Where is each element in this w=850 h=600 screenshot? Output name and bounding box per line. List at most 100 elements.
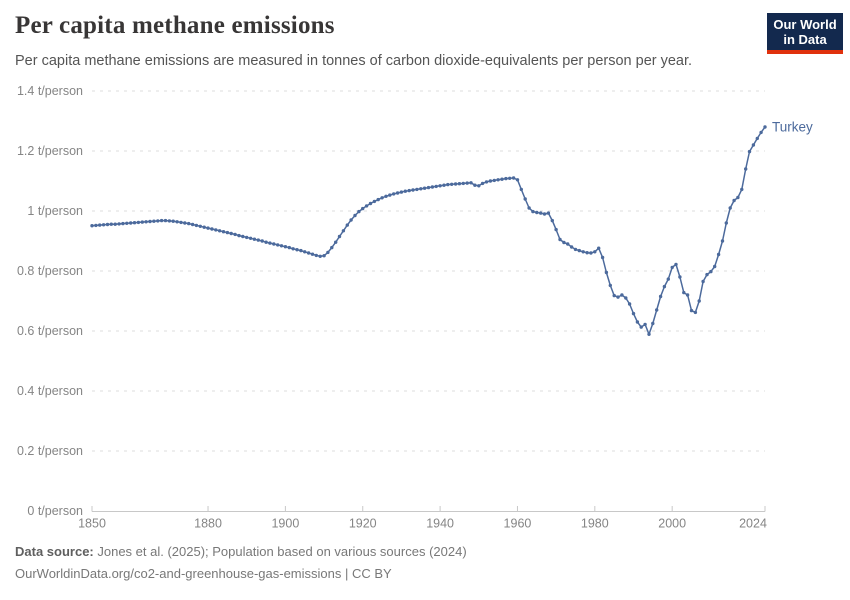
data-point-marker [376, 197, 380, 202]
data-point-marker [685, 293, 690, 297]
data-point-marker [624, 296, 628, 300]
data-point-marker [597, 246, 601, 250]
data-point-marker [585, 251, 589, 255]
data-point-marker [755, 136, 759, 141]
data-point-marker [101, 223, 106, 227]
data-point-marker [666, 277, 670, 281]
data-point-marker [167, 219, 172, 223]
data-point-marker [194, 223, 199, 228]
data-point-marker [508, 176, 512, 180]
data-point-marker [511, 176, 516, 180]
data-point-marker [608, 283, 612, 288]
data-point-marker [190, 222, 195, 227]
data-point-marker [558, 237, 562, 242]
data-point-marker [415, 187, 419, 192]
data-point-marker [109, 222, 114, 226]
data-point-marker [678, 275, 682, 279]
data-point-marker [620, 293, 624, 297]
data-point-marker [453, 182, 458, 186]
data-point-marker [631, 311, 636, 316]
data-point-marker [751, 143, 756, 147]
data-point-marker [384, 194, 388, 198]
data-point-marker [206, 226, 210, 230]
data-point-marker [736, 195, 740, 200]
owid-logo-line2: in Data [783, 32, 827, 47]
data-point-marker [341, 229, 346, 233]
data-point-marker [248, 236, 253, 240]
data-point-marker [430, 185, 435, 189]
owid-logo-line1: Our World [773, 17, 837, 32]
data-point-marker [272, 242, 276, 246]
data-point-marker [252, 237, 257, 241]
data-point-marker [604, 270, 609, 275]
data-point-marker [129, 221, 133, 225]
chart-footer: Data source: Jones et al. (2025); Popula… [15, 541, 467, 585]
data-point-marker [643, 322, 647, 327]
y-axis-tick-label: 0.8 t/person [17, 264, 83, 278]
data-point-marker [156, 219, 160, 223]
data-point-marker [651, 321, 655, 326]
data-source-line: Data source: Jones et al. (2025); Popula… [15, 544, 467, 559]
data-point-marker [639, 325, 643, 329]
data-point-marker [159, 218, 164, 223]
data-point-marker [705, 272, 709, 277]
data-point-marker [713, 264, 717, 269]
data-point-marker [465, 181, 469, 185]
data-point-marker [326, 250, 330, 255]
data-point-marker [368, 201, 373, 206]
data-point-marker [422, 186, 427, 190]
data-point-marker [225, 230, 230, 235]
data-point-marker [183, 221, 187, 225]
data-point-marker [322, 254, 326, 258]
data-point-marker [306, 251, 311, 255]
data-point-marker [674, 262, 678, 267]
y-axis-tick-label: 0.2 t/person [17, 444, 83, 458]
data-point-marker [237, 233, 241, 238]
data-point-marker [566, 242, 570, 246]
data-point-marker [291, 247, 295, 251]
owid-logo: Our World in Data [767, 13, 843, 54]
data-point-marker [473, 183, 477, 187]
data-point-marker [395, 191, 400, 195]
data-point-marker [655, 308, 659, 312]
data-point-marker [484, 180, 489, 184]
data-point-marker [434, 184, 438, 189]
data-point-marker [345, 223, 349, 227]
data-point-marker [689, 308, 694, 313]
data-point-marker [658, 294, 663, 299]
data-point-marker [233, 232, 237, 237]
data-point-marker [364, 204, 369, 208]
data-point-marker [446, 182, 450, 187]
data-point-marker [500, 177, 504, 181]
x-axis-tick-label: 1920 [349, 517, 377, 531]
data-point-marker [546, 211, 551, 215]
y-axis-tick-label: 1.2 t/person [17, 144, 83, 158]
data-point-marker [144, 220, 148, 224]
data-point-marker [457, 182, 462, 186]
data-point-marker [519, 187, 523, 192]
data-point-marker [241, 234, 245, 239]
data-point-marker [492, 178, 496, 183]
data-point-marker [334, 240, 338, 244]
data-point-marker [361, 206, 365, 211]
data-point-marker [407, 188, 411, 193]
data-point-marker [562, 240, 566, 245]
data-point-marker [314, 253, 318, 258]
data-point-marker [287, 245, 291, 250]
data-point-marker [152, 219, 156, 223]
data-point-marker [388, 193, 392, 197]
x-axis-tick-label: 1880 [194, 517, 222, 531]
data-point-marker [117, 222, 121, 226]
data-point-marker [392, 192, 396, 196]
data-point-marker [763, 125, 767, 129]
data-point-marker [759, 130, 763, 135]
data-point-marker [740, 187, 744, 192]
data-point-marker [488, 179, 493, 183]
data-point-marker [461, 181, 465, 186]
x-axis-tick-label: 1940 [426, 517, 454, 531]
page-title: Per capita methane emissions [15, 12, 335, 39]
data-point-marker [569, 245, 574, 249]
data-point-marker [372, 199, 377, 204]
